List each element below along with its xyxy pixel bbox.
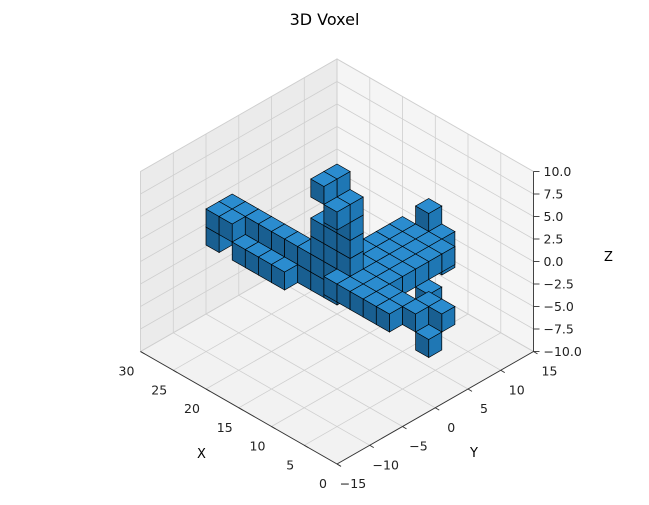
- voxel: [270, 256, 299, 291]
- y-tick-mark: [369, 444, 374, 449]
- x-tick-mark: [304, 444, 309, 449]
- grid-line-z: [140, 81, 534, 195]
- voxel-face: [270, 256, 299, 273]
- x-tick-label: 0: [319, 476, 327, 491]
- x-tick-mark: [238, 407, 243, 411]
- voxel-face: [414, 198, 443, 214]
- z-tick-label: 0.0: [544, 254, 564, 269]
- axis-labels: X Y Z: [197, 250, 613, 462]
- voxel: [427, 298, 456, 333]
- voxel: [375, 298, 404, 333]
- x-tick-mark: [205, 388, 211, 392]
- x-tick-mark: [173, 369, 178, 374]
- voxels: [205, 163, 456, 359]
- x-tick-mark: [271, 426, 276, 430]
- z-tick-label: 5.0: [544, 209, 564, 224]
- y-tick-mark: [336, 463, 342, 467]
- z-tick-label: −5.0: [544, 299, 574, 314]
- y-tick-label: 5: [480, 401, 488, 416]
- x-tick-label: 5: [286, 457, 294, 472]
- grid-line-z: [140, 103, 534, 217]
- y-tick-mark: [500, 369, 505, 374]
- voxel-face: [218, 208, 247, 225]
- x-tick-label: 20: [184, 401, 200, 416]
- voxel: [218, 208, 247, 243]
- x-axis-label: X: [197, 447, 206, 462]
- voxel-face: [427, 298, 456, 315]
- grid-line-z: [140, 58, 534, 172]
- tick-labels: 0 5 10 15 20 25 30 15 10 5 0 −5 −10 −15 −10.0 −7.5 −5.0 −…: [119, 164, 582, 491]
- z-tick-label: −7.5: [544, 322, 574, 337]
- y-tick-label: −15: [340, 476, 366, 491]
- y-tick-mark: [467, 388, 473, 392]
- y-tick-label: 0: [447, 420, 455, 435]
- y-axis-label: Y: [469, 446, 478, 461]
- z-tick-label: 10.0: [544, 164, 572, 179]
- y-tick-label: 15: [542, 364, 558, 379]
- chart-title: 3D Voxel: [289, 10, 360, 29]
- voxel: [414, 198, 443, 233]
- voxel-face: [310, 171, 338, 187]
- y-tick-label: −5: [409, 439, 427, 454]
- x-tick-mark: [140, 351, 145, 355]
- voxel-face: [401, 298, 430, 315]
- grid-line-z: [140, 126, 534, 240]
- z-tick-label: −2.5: [544, 277, 574, 292]
- voxel-face: [323, 196, 351, 213]
- y-tick-label: −10: [373, 457, 399, 472]
- y-tick-mark: [435, 407, 440, 411]
- z-tick-label: −10.0: [544, 344, 582, 359]
- y-tick-label: 10: [509, 382, 525, 397]
- voxel: [310, 171, 338, 206]
- x-tick-label: 15: [217, 420, 233, 435]
- y-tick-mark: [402, 426, 407, 430]
- x-tick-label: 25: [151, 382, 167, 397]
- z-axis-label: Z: [604, 250, 613, 265]
- voxel: [323, 196, 351, 231]
- voxel-face: [414, 324, 443, 340]
- x-tick-label: 10: [250, 439, 266, 454]
- z-tick-label: 2.5: [544, 232, 564, 247]
- voxel-face: [375, 298, 404, 315]
- voxel: [414, 324, 443, 359]
- x-tick-label: 30: [119, 364, 135, 379]
- z-tick-label: 7.5: [544, 187, 564, 202]
